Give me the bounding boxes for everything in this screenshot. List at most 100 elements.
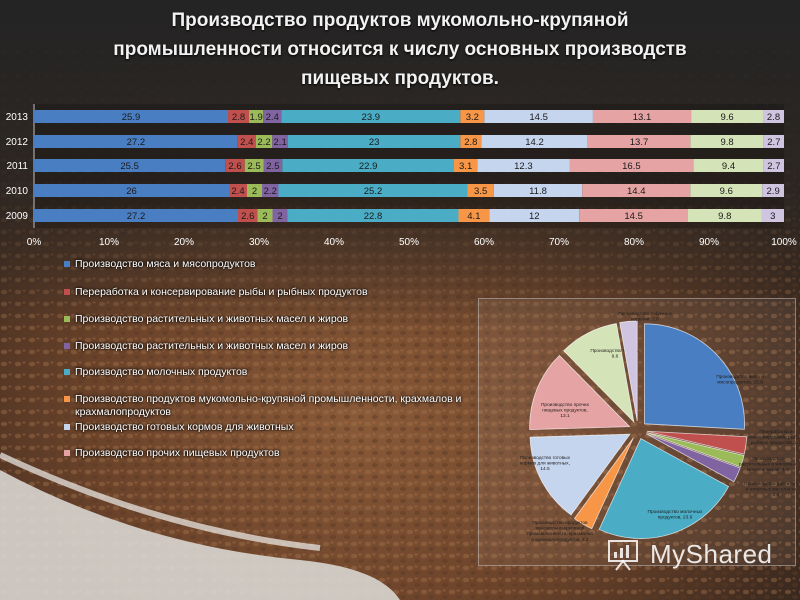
legend-item: Производство растительных и животных мас… [64, 340, 504, 353]
data-label: 14.5 [624, 211, 643, 222]
bar-segment [34, 159, 226, 172]
bar-segment [249, 110, 264, 123]
legend-label: Производство мяса и мясопродуктов [75, 258, 256, 270]
pie-slice-label: Производство готовых кормов для животных,… [520, 455, 571, 472]
bar-segment [690, 184, 763, 197]
bar-segment [287, 135, 461, 148]
data-label: 2.4 [231, 186, 244, 197]
bar-segment [34, 135, 238, 148]
legend-swatch [64, 450, 70, 456]
pie-slice-label: Производство прочих пищевых продуктов, 13.… [541, 402, 590, 419]
data-label: 2.9 [767, 186, 780, 197]
y-tick-label: 2012 [6, 137, 29, 148]
data-label: 27.2 [127, 211, 146, 222]
pie-label-line: изделий, 2.8 [631, 316, 659, 323]
page-title: Производство продуктов мукомольно-крупян… [40, 6, 760, 93]
y-tick-label: 2011 [6, 161, 28, 172]
bar-segment [763, 135, 784, 148]
bar-segment [278, 184, 468, 197]
data-label: 9.4 [722, 161, 735, 172]
data-label: 2.4 [240, 137, 253, 148]
pie-slice [573, 437, 634, 530]
data-label: 2.5 [248, 161, 261, 172]
bar-segment [228, 110, 250, 123]
pie-slice [598, 437, 730, 539]
pie-label-line: пищевых продуктов, [542, 409, 587, 414]
legend-swatch [64, 343, 70, 349]
bar-segment [257, 209, 273, 222]
legend-label: Производство прочих пищевых продуктов [75, 447, 280, 459]
data-label: 13.1 [633, 112, 652, 123]
x-tick-label: 90% [699, 237, 719, 248]
bar-segment [34, 209, 238, 222]
data-label: 4.1 [467, 211, 480, 222]
legend-label: Производство готовых кормов для животных [75, 421, 294, 433]
data-label: 12 [529, 211, 540, 222]
bar-segment [582, 184, 691, 197]
data-label: 23.9 [362, 112, 381, 123]
pie-label-line: масел и жиров, 1.9 [747, 467, 789, 473]
data-label: 2.2 [257, 137, 270, 148]
data-label: 2.8 [232, 112, 245, 123]
pie-label-line: Производство сахара, [590, 348, 639, 354]
legend-swatch [64, 289, 70, 295]
data-label: 25.9 [122, 112, 141, 123]
data-label: 14.5 [529, 112, 548, 123]
bar-segment [691, 110, 764, 123]
bar-segment [688, 209, 762, 222]
pie-label-line: 14.5 [540, 466, 550, 472]
pie-slice-label: Производство мяса и мясопродуктов, 25.9 [716, 374, 764, 386]
data-label: 13.7 [630, 137, 649, 148]
legend-label: Производство молочных продуктов [75, 366, 248, 378]
data-label: 11.8 [529, 186, 547, 197]
y-tick-label: 2013 [6, 112, 29, 123]
data-label: 9.8 [718, 211, 731, 222]
x-tick-label: 30% [249, 237, 269, 248]
pie-slice-label: Производство растительных и животных масел… [739, 456, 796, 473]
data-label: 3.1 [459, 161, 472, 172]
pie-slice [619, 320, 638, 422]
legend-item: Производство мяса и мясопродуктов [64, 258, 504, 271]
pie-label-line: рыбных продуктов, 2.8 [751, 440, 796, 446]
pie-label-line: 13.1 [560, 413, 570, 419]
watermark-text: MyShared [650, 539, 773, 569]
y-tick-label: 2009 [6, 211, 29, 222]
data-label: 1.9 [250, 112, 263, 123]
data-label: 2.5 [266, 161, 279, 172]
pie-label-line: Производство табачных [618, 311, 672, 317]
data-label: 2 [277, 211, 282, 222]
legend-swatch [64, 261, 70, 267]
bar-segment [272, 135, 288, 148]
legend-swatch [64, 396, 70, 402]
title-line-1: Производство продуктов мукомольно-крупян… [171, 10, 629, 31]
bar-segment [262, 184, 279, 197]
data-label: 2.1 [274, 137, 287, 148]
bar-segment [477, 159, 570, 172]
bar-segment [690, 135, 764, 148]
data-label: 9.8 [720, 137, 733, 148]
legend-item: Переработка и консервирование рыбы и рыб… [64, 286, 504, 299]
bar-segment [34, 110, 229, 123]
bar-segment [467, 184, 494, 197]
bar-segment [763, 159, 784, 172]
data-label: 3 [770, 211, 775, 222]
x-tick-label: 40% [324, 237, 344, 248]
pie-label-line: Производство продуктов [532, 520, 588, 526]
bar-segment [484, 110, 593, 123]
legend-swatch [64, 424, 70, 430]
bar-segment [34, 184, 229, 197]
pie-label-line: Производство прочих [541, 402, 590, 408]
bar-segment [454, 159, 478, 172]
pie-label-line: Переработка и [759, 429, 792, 435]
pie-slice-label: Производство продуктов мукомольно-крупяно… [527, 520, 593, 543]
data-label: 9.6 [720, 186, 733, 197]
pie-slice [563, 323, 635, 424]
pie-label-line: консервирование рыбы и [748, 435, 796, 441]
x-tick-label: 70% [549, 237, 569, 248]
data-label: 25.2 [364, 186, 383, 197]
watermark: MyShared [606, 536, 796, 576]
bar-segment [237, 135, 256, 148]
bar-segment [489, 209, 580, 222]
bar-segment [763, 110, 784, 123]
bar-segment [255, 135, 273, 148]
